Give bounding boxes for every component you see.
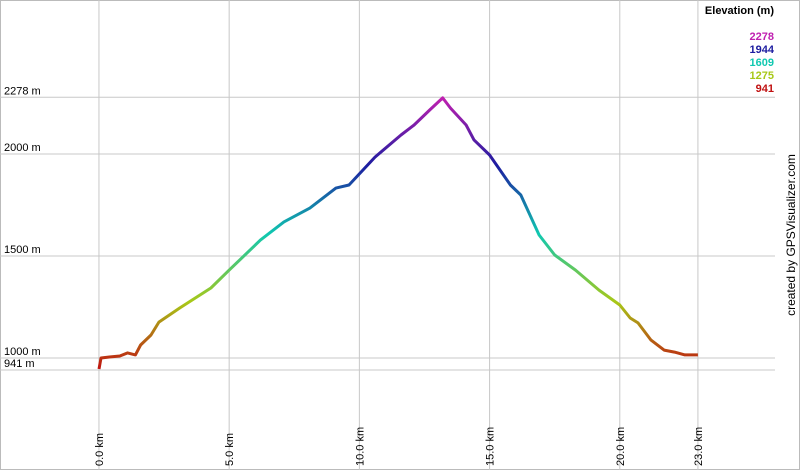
legend-value: 2278 xyxy=(750,31,774,43)
legend-value: 1275 xyxy=(750,70,774,82)
legend-value: 1609 xyxy=(750,57,774,69)
y-tick-label: 2278 m xyxy=(4,85,41,97)
y-tick-label: 1000 m xyxy=(4,346,41,358)
y-tick-label: 2000 m xyxy=(4,142,41,154)
x-tick-label: 5.0 km xyxy=(224,433,236,466)
legend-title: Elevation (m) xyxy=(705,5,774,17)
x-tick-label: 15.0 km xyxy=(485,427,497,466)
x-tick-label: 20.0 km xyxy=(615,427,627,466)
x-tick-label: 23.0 km xyxy=(693,427,705,466)
y-tick-label: 1500 m xyxy=(4,244,41,256)
legend-value: 1944 xyxy=(750,44,775,56)
legend-value: 941 xyxy=(756,83,774,95)
credit: created by GPSVisualizer.com xyxy=(784,154,798,316)
y-tick-label: 941 m xyxy=(4,358,35,370)
x-tick-label: 0.0 km xyxy=(94,433,106,466)
x-tick-label: 10.0 km xyxy=(354,427,366,466)
elevation-line xyxy=(97,96,698,370)
